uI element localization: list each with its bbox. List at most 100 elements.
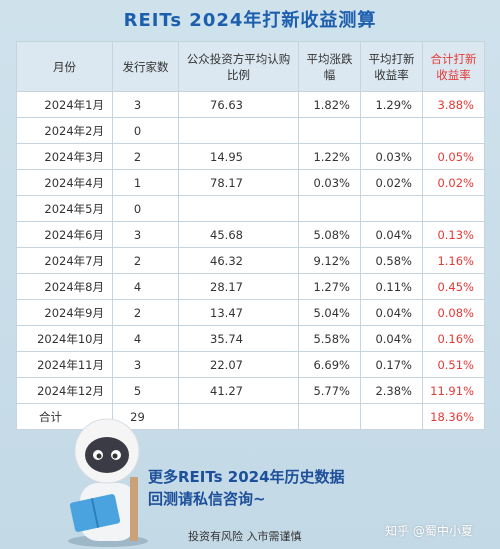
cell-count: 2 — [112, 247, 179, 274]
cell-subscription-ratio: 41.27 — [178, 377, 299, 404]
banner-line-2: 回测请私信咨询~ — [148, 490, 266, 508]
cell-avg-change: 6.69% — [298, 351, 361, 378]
cell-total-return: 1.16% — [422, 247, 485, 274]
cell-subscription-ratio: 22.07 — [178, 351, 299, 378]
cell-month: 2024年5月 — [16, 195, 113, 222]
cell-total-return: 18.36% — [422, 403, 485, 430]
cell-month: 2024年9月 — [16, 299, 113, 326]
cell-count: 4 — [112, 273, 179, 300]
table-row: 2024年9月 2 13.47 5.04% 0.04% 0.08% — [16, 299, 485, 326]
cell-avg-return: 0.17% — [360, 351, 423, 378]
cell-count: 3 — [112, 91, 179, 118]
astronaut-mascot — [68, 418, 148, 547]
header-avg-return: 平均打新收益率 — [360, 41, 423, 92]
cell-avg-return: 2.38% — [360, 377, 423, 404]
cell-total-return: 0.51% — [422, 351, 485, 378]
cell-count: 1 — [112, 169, 179, 196]
cell-avg-return: 1.29% — [360, 91, 423, 118]
reits-table: 月份 发行家数 公众投资方平均认购比例 平均涨跌幅 平均打新收益率 合计打新收益… — [16, 41, 485, 430]
header-avg-change: 平均涨跌幅 — [298, 41, 361, 92]
table-total-row: 合计 29 18.36% — [16, 403, 485, 430]
cell-avg-change — [298, 117, 361, 144]
cell-total-return — [422, 195, 485, 222]
cell-avg-return: 0.04% — [360, 221, 423, 248]
cell-avg-return — [360, 117, 423, 144]
cell-avg-change: 1.82% — [298, 91, 361, 118]
promo-banner: 更多REITs 2024年历史数据 回测请私信咨询~ — [148, 466, 448, 514]
cell-month: 2024年7月 — [16, 247, 113, 274]
cell-subscription-ratio: 45.68 — [178, 221, 299, 248]
table-header-row: 月份 发行家数 公众投资方平均认购比例 平均涨跌幅 平均打新收益率 合计打新收益… — [16, 41, 485, 92]
cell-total-return — [422, 117, 485, 144]
cell-subscription-ratio: 35.74 — [178, 325, 299, 352]
table-row: 2024年3月 2 14.95 1.22% 0.03% 0.05% — [16, 143, 485, 170]
cell-subscription-ratio: 13.47 — [178, 299, 299, 326]
cell-count: 0 — [112, 117, 179, 144]
table-body: 2024年1月 3 76.63 1.82% 1.29% 3.88% 2024年2月 0 2024… — [16, 91, 485, 430]
cell-avg-change: 1.27% — [298, 273, 361, 300]
watermark: 知乎 @蜀中小夏 — [385, 524, 473, 538]
cell-avg-return: 0.04% — [360, 325, 423, 352]
cell-avg-change: 5.08% — [298, 221, 361, 248]
cell-total-return: 0.45% — [422, 273, 485, 300]
cell-avg-change: 9.12% — [298, 247, 361, 274]
cell-total-return: 0.05% — [422, 143, 485, 170]
cell-subscription-ratio: 78.17 — [178, 169, 299, 196]
cell-subscription-ratio — [178, 117, 299, 144]
cell-avg-change: 1.22% — [298, 143, 361, 170]
header-count: 发行家数 — [112, 41, 179, 92]
cell-month: 2024年8月 — [16, 273, 113, 300]
cell-month: 2024年2月 — [16, 117, 113, 144]
risk-disclaimer: 投资有风险 入市需谨慎 — [188, 530, 302, 543]
cell-avg-change: 0.03% — [298, 169, 361, 196]
page-title: REITs 2024年打新收益测算 — [123, 10, 377, 31]
banner-line-1: 更多REITs 2024年历史数据 — [148, 468, 345, 486]
cell-avg-return — [360, 195, 423, 222]
table-row: 2024年10月 4 35.74 5.58% 0.04% 0.16% — [16, 325, 485, 352]
table-row: 2024年12月 5 41.27 5.77% 2.38% 11.91% — [16, 377, 485, 404]
cell-avg-return — [360, 403, 423, 430]
table-row: 2024年7月 2 46.32 9.12% 0.58% 1.16% — [16, 247, 485, 274]
cell-total-return: 0.08% — [422, 299, 485, 326]
header-total-return: 合计打新收益率 — [422, 41, 485, 92]
cell-total-return: 0.13% — [422, 221, 485, 248]
cell-month: 2024年10月 — [16, 325, 113, 352]
cell-month: 2024年3月 — [16, 143, 113, 170]
cell-count: 0 — [112, 195, 179, 222]
table-row: 2024年1月 3 76.63 1.82% 1.29% 3.88% — [16, 91, 485, 118]
cell-month: 2024年1月 — [16, 91, 113, 118]
cell-count: 2 — [112, 143, 179, 170]
cell-subscription-ratio: 46.32 — [178, 247, 299, 274]
cell-subscription-ratio — [178, 403, 299, 430]
cell-count: 3 — [112, 221, 179, 248]
cell-count: 4 — [112, 325, 179, 352]
cell-count: 2 — [112, 299, 179, 326]
cell-subscription-ratio: 76.63 — [178, 91, 299, 118]
cell-avg-change: 5.04% — [298, 299, 361, 326]
cell-total-return: 3.88% — [422, 91, 485, 118]
cell-count: 29 — [112, 403, 179, 430]
cell-count: 3 — [112, 351, 179, 378]
cell-month: 2024年4月 — [16, 169, 113, 196]
cell-total-return: 0.02% — [422, 169, 485, 196]
cell-avg-change — [298, 195, 361, 222]
cell-avg-return: 0.11% — [360, 273, 423, 300]
cell-avg-return: 0.03% — [360, 143, 423, 170]
table-row: 2024年6月 3 45.68 5.08% 0.04% 0.13% — [16, 221, 485, 248]
cell-month: 2024年12月 — [16, 377, 113, 404]
cell-month: 2024年11月 — [16, 351, 113, 378]
header-month: 月份 — [16, 41, 113, 92]
table-row: 2024年4月 1 78.17 0.03% 0.02% 0.02% — [16, 169, 485, 196]
cell-total-return: 11.91% — [422, 377, 485, 404]
table-row: 2024年11月 3 22.07 6.69% 0.17% 0.51% — [16, 351, 485, 378]
cell-subscription-ratio: 28.17 — [178, 273, 299, 300]
cell-subscription-ratio: 14.95 — [178, 143, 299, 170]
cell-avg-change — [298, 403, 361, 430]
cell-avg-return: 0.58% — [360, 247, 423, 274]
table-row: 2024年2月 0 — [16, 117, 485, 144]
cell-total-return: 0.16% — [422, 325, 485, 352]
cell-avg-return: 0.02% — [360, 169, 423, 196]
cell-subscription-ratio — [178, 195, 299, 222]
cell-avg-change: 5.77% — [298, 377, 361, 404]
